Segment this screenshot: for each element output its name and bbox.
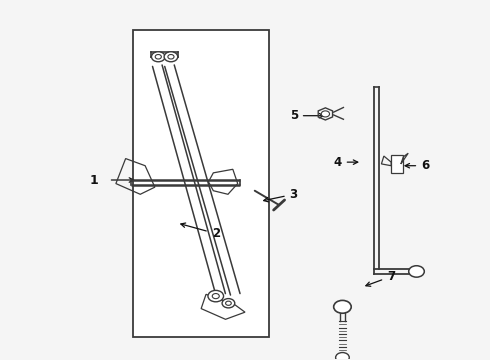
Circle shape bbox=[151, 52, 165, 62]
Text: 1: 1 bbox=[90, 174, 98, 186]
Circle shape bbox=[164, 52, 178, 62]
Circle shape bbox=[409, 266, 424, 277]
Circle shape bbox=[208, 291, 223, 302]
Text: 3: 3 bbox=[264, 188, 298, 202]
Text: 5: 5 bbox=[290, 109, 324, 122]
Text: 4: 4 bbox=[334, 156, 358, 168]
Circle shape bbox=[212, 293, 219, 299]
Circle shape bbox=[155, 54, 161, 59]
Text: 2: 2 bbox=[181, 223, 220, 240]
Bar bbox=[391, 155, 403, 173]
Circle shape bbox=[222, 298, 235, 308]
Circle shape bbox=[334, 300, 351, 313]
Text: 6: 6 bbox=[405, 159, 429, 172]
Circle shape bbox=[225, 301, 231, 305]
Circle shape bbox=[321, 111, 330, 117]
Circle shape bbox=[336, 352, 349, 360]
Text: 7: 7 bbox=[366, 270, 395, 286]
Circle shape bbox=[168, 54, 174, 59]
Bar bbox=[133, 30, 270, 337]
